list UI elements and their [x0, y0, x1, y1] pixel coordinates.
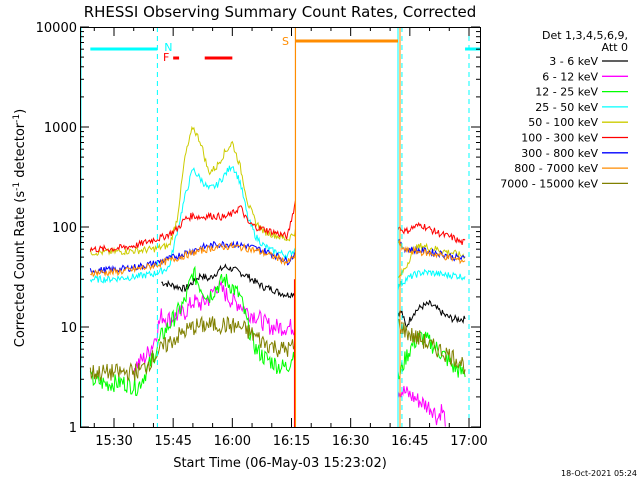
legend-label-4: 50 - 100 keV	[528, 116, 598, 129]
flag-label-n: N	[164, 41, 172, 54]
y-axis-label: Corrected Count Rate (s-1 detector-1)	[12, 109, 28, 347]
legend-label-8: 7000 - 15000 keV	[500, 177, 598, 190]
x-tick-label-2: 16:00	[214, 434, 251, 449]
plot-area: NF S	[80, 27, 480, 427]
y-tick-label-3: 1000	[44, 121, 77, 136]
x-tick-label-6: 17:00	[450, 434, 487, 449]
timestamp: 18-Oct-2021 05:24	[561, 469, 637, 478]
legend: Det 1,3,4,5,6,9,Att 0 3 - 6 keV 6 - 12 keV…	[500, 29, 628, 190]
y-axis-label-sup1: -1	[12, 182, 22, 191]
series-line-1	[133, 280, 446, 427]
x-tick-label-3: 16:15	[273, 434, 310, 449]
axis-ticks: 1 10 100 1000 10000 15:30 15:45 16:00 16:15 16:30…	[36, 21, 488, 449]
x-tick-label-0: 15:30	[95, 434, 132, 449]
chart-title: RHESSI Observing Summary Count Rates, Co…	[84, 3, 477, 21]
series-group	[80, 27, 480, 427]
series-line-0	[161, 263, 466, 328]
legend-header-0: Det 1,3,4,5,6,9,	[542, 29, 628, 42]
flag-label-f: F	[163, 51, 169, 64]
series-line-4	[89, 125, 466, 279]
legend-label-6: 300 - 800 keV	[521, 147, 598, 160]
y-axis-label-end: )	[13, 109, 28, 114]
y-axis-label-sup2: -1	[12, 114, 22, 123]
legend-label-0: 3 - 6 keV	[549, 55, 598, 68]
y-tick-label-4: 10000	[36, 21, 77, 36]
x-tick-label-4: 16:30	[332, 434, 369, 449]
legend-header-1: Att 0	[602, 41, 628, 54]
legend-label-5: 100 - 300 keV	[521, 132, 598, 145]
y-axis-label-mid: detector	[13, 122, 28, 182]
series-line-5	[89, 200, 466, 253]
series-line-3	[89, 165, 466, 291]
series-line-7	[90, 239, 466, 278]
legend-label-3: 25 - 50 keV	[535, 101, 598, 114]
series-line-8	[89, 315, 466, 383]
legend-label-1: 6 - 12 keV	[542, 70, 598, 83]
x-tick-label-1: 15:45	[154, 434, 191, 449]
legend-label-2: 12 - 25 keV	[535, 86, 598, 99]
y-tick-label-2: 100	[52, 221, 77, 236]
x-axis-label: Start Time (06-May-03 15:23:02)	[173, 456, 387, 471]
x-tick-label-5: 16:45	[391, 434, 428, 449]
series-line-6	[89, 238, 466, 274]
flag-label-s: S	[282, 35, 289, 48]
y-tick-label-1: 10	[60, 321, 77, 336]
legend-label-7: 800 - 7000 keV	[514, 162, 598, 175]
y-tick-label-0: 1	[69, 421, 77, 436]
y-axis-label-main: Corrected Count Rate (s	[13, 191, 28, 348]
